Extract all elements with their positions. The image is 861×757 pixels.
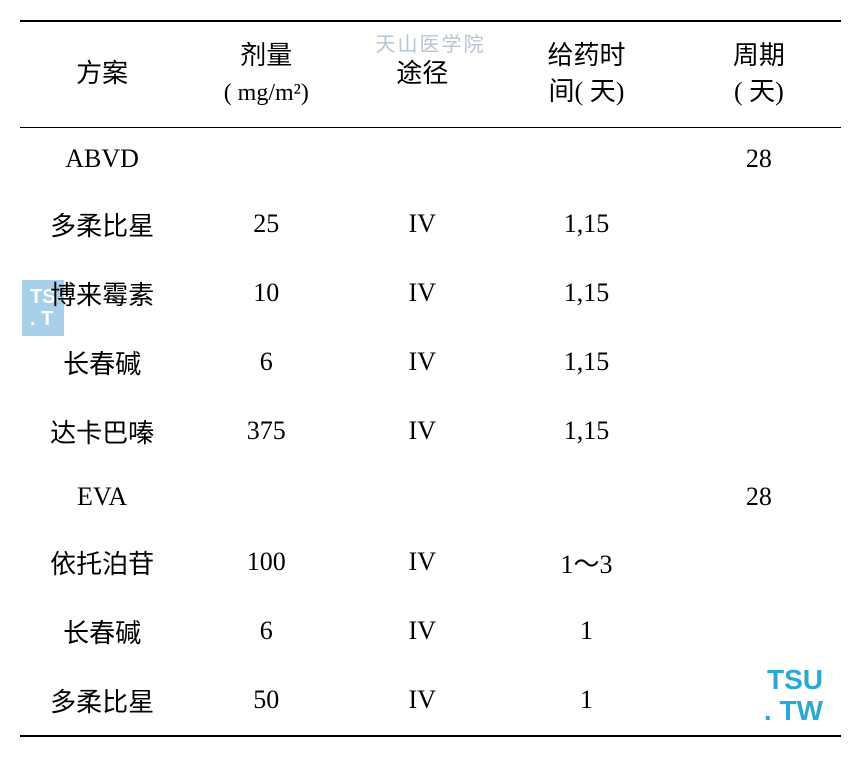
cell-dose: 50 bbox=[184, 666, 348, 736]
table-row: 博来霉素 10 IV 1,15 bbox=[20, 259, 841, 328]
cell-cycle bbox=[677, 190, 841, 259]
cell-regimen: 多柔比星 bbox=[20, 666, 184, 736]
cell-route bbox=[348, 466, 496, 528]
table-row: 长春碱 6 IV 1 bbox=[20, 597, 841, 666]
cell-dose: 6 bbox=[184, 597, 348, 666]
cell-timing bbox=[496, 127, 677, 190]
table-header-row: 方案 剂量 ( mg/m²) 途径 给药时 间( 天) 周期 ( 天) bbox=[20, 21, 841, 127]
cell-regimen: ABVD bbox=[20, 127, 184, 190]
cell-cycle: 28 bbox=[677, 466, 841, 528]
header-dose: 剂量 ( mg/m²) bbox=[184, 21, 348, 127]
cell-route: IV bbox=[348, 259, 496, 328]
cell-route bbox=[348, 127, 496, 190]
cell-timing: 1,15 bbox=[496, 397, 677, 466]
cell-timing: 1,15 bbox=[496, 190, 677, 259]
cell-regimen: EVA bbox=[20, 466, 184, 528]
table-row: EVA 28 bbox=[20, 466, 841, 528]
cell-dose bbox=[184, 466, 348, 528]
cell-dose: 10 bbox=[184, 259, 348, 328]
cell-dose: 6 bbox=[184, 328, 348, 397]
cell-timing: 1,15 bbox=[496, 259, 677, 328]
cell-cycle bbox=[677, 397, 841, 466]
table-row: 长春碱 6 IV 1,15 bbox=[20, 328, 841, 397]
cell-regimen: 依托泊苷 bbox=[20, 528, 184, 597]
cell-regimen: 多柔比星 bbox=[20, 190, 184, 259]
cell-route: IV bbox=[348, 397, 496, 466]
table-body: ABVD 28 多柔比星 25 IV 1,15 博来霉素 10 IV 1,15 … bbox=[20, 127, 841, 736]
cell-timing bbox=[496, 466, 677, 528]
cell-regimen: 长春碱 bbox=[20, 597, 184, 666]
table-row: ABVD 28 bbox=[20, 127, 841, 190]
table-row: 多柔比星 50 IV 1 bbox=[20, 666, 841, 736]
header-cycle: 周期 ( 天) bbox=[677, 21, 841, 127]
cell-cycle bbox=[677, 666, 841, 736]
cell-timing: 1 bbox=[496, 597, 677, 666]
cell-regimen: 博来霉素 bbox=[20, 259, 184, 328]
cell-cycle bbox=[677, 597, 841, 666]
cell-cycle bbox=[677, 528, 841, 597]
header-route: 途径 bbox=[348, 21, 496, 127]
cell-cycle bbox=[677, 259, 841, 328]
cell-timing: 1 bbox=[496, 666, 677, 736]
cell-regimen: 长春碱 bbox=[20, 328, 184, 397]
header-timing: 给药时 间( 天) bbox=[496, 21, 677, 127]
cell-cycle bbox=[677, 328, 841, 397]
chemo-regimen-table: 方案 剂量 ( mg/m²) 途径 给药时 间( 天) 周期 ( 天) ABVD bbox=[20, 20, 841, 737]
table-row: 达卡巴嗪 375 IV 1,15 bbox=[20, 397, 841, 466]
cell-regimen: 达卡巴嗪 bbox=[20, 397, 184, 466]
cell-dose bbox=[184, 127, 348, 190]
header-regimen: 方案 bbox=[20, 21, 184, 127]
cell-route: IV bbox=[348, 328, 496, 397]
cell-route: IV bbox=[348, 666, 496, 736]
cell-dose: 375 bbox=[184, 397, 348, 466]
cell-cycle: 28 bbox=[677, 127, 841, 190]
cell-route: IV bbox=[348, 190, 496, 259]
cell-timing: 1～3 bbox=[496, 528, 677, 597]
cell-timing: 1,15 bbox=[496, 328, 677, 397]
cell-route: IV bbox=[348, 528, 496, 597]
table-row: 多柔比星 25 IV 1,15 bbox=[20, 190, 841, 259]
cell-dose: 25 bbox=[184, 190, 348, 259]
cell-route: IV bbox=[348, 597, 496, 666]
table-row: 依托泊苷 100 IV 1～3 bbox=[20, 528, 841, 597]
cell-dose: 100 bbox=[184, 528, 348, 597]
